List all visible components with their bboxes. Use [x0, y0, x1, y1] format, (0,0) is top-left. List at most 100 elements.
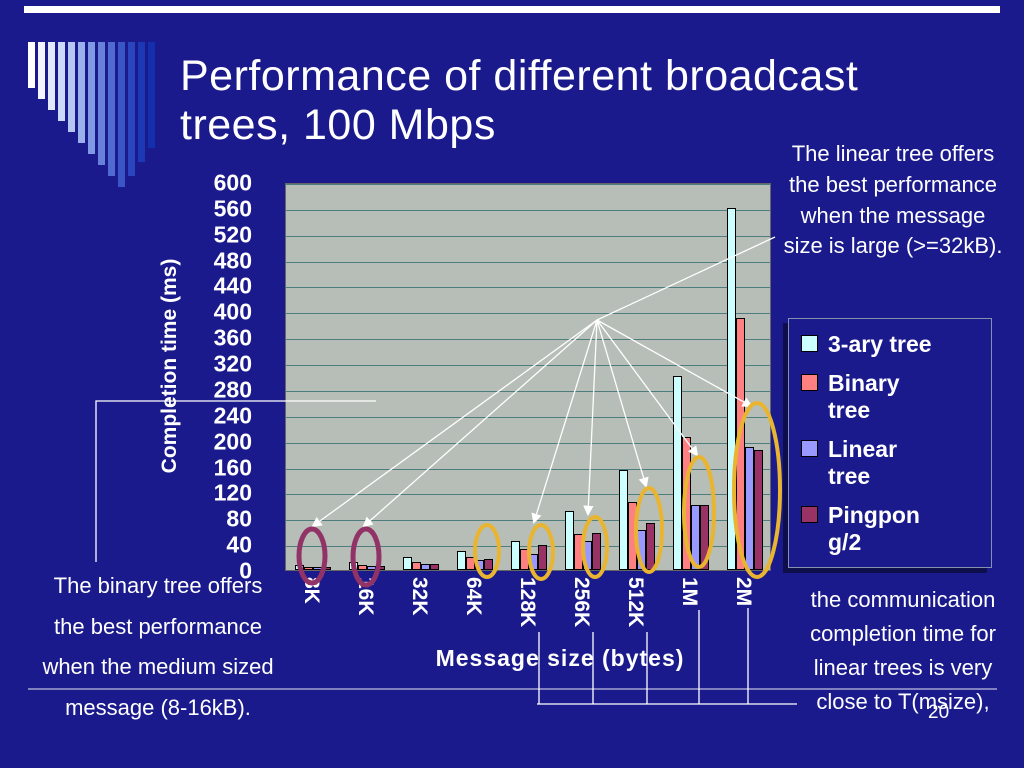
logo-bar	[138, 42, 145, 162]
bar-pingpong-2-512k	[646, 523, 655, 570]
bar-pingpong-2-8k	[322, 567, 331, 570]
y-tick-label: 80	[226, 505, 252, 532]
bar-3-ary-tree-16k	[349, 562, 358, 570]
legend-label: 3-ary tree	[828, 331, 932, 357]
gridline	[286, 390, 770, 392]
y-tick-label: 560	[213, 195, 252, 222]
plot-area	[285, 183, 771, 571]
y-tick-label: 160	[213, 454, 252, 481]
y-tick-label: 400	[213, 298, 252, 325]
gridline	[286, 494, 770, 496]
x-tick-label-64k: 64K	[462, 577, 485, 616]
gridline	[286, 261, 770, 263]
bar-pingpong-2-2m	[754, 450, 763, 570]
bar-linear-tree-256k	[583, 540, 592, 570]
logo-bar	[78, 42, 85, 143]
annotation-top-right: The linear tree offers the best performa…	[783, 141, 1003, 259]
bar-binary-tree-32k	[412, 561, 421, 570]
logo-bar	[48, 42, 55, 110]
gridline	[286, 209, 770, 211]
y-tick-label: 40	[226, 531, 252, 558]
bar-binary-tree-64k	[466, 557, 475, 570]
gridline	[286, 287, 770, 289]
legend-label: Binary tree	[828, 370, 900, 423]
top-rule	[24, 6, 1000, 13]
logo-bar	[38, 42, 45, 99]
bar-3-ary-tree-1m	[673, 376, 682, 570]
logo-bar	[108, 42, 115, 176]
logo-bar	[58, 42, 65, 121]
bar-pingpong-2-256k	[592, 532, 601, 570]
legend-item-3-ary-tree: 3-ary tree	[801, 331, 991, 357]
annotation-bottom-left: The binary tree offers the best performa…	[42, 573, 274, 721]
bar-linear-tree-128k	[529, 553, 538, 570]
logo-bar	[98, 42, 105, 165]
bar-binary-tree-8k	[304, 566, 313, 570]
gridline	[286, 339, 770, 341]
bar-pingpong-2-1m	[700, 505, 709, 570]
legend-swatch-pingpong-2	[801, 506, 818, 524]
bar-binary-tree-128k	[520, 549, 529, 570]
bar-pingpong-2-32k	[430, 563, 439, 570]
gridline	[286, 184, 770, 185]
legend-item-linear-tree: Linear tree	[801, 436, 991, 489]
vertical-bars-logo	[28, 42, 155, 187]
bar-linear-tree-2m	[745, 447, 754, 570]
bar-linear-tree-8k	[313, 567, 322, 570]
x-tick-label-512k: 512K	[624, 577, 647, 628]
logo-bar	[88, 42, 95, 154]
legend-label: Linear tree	[828, 436, 898, 489]
gridline	[286, 365, 770, 367]
y-tick-label: 480	[213, 247, 252, 274]
gridline	[286, 313, 770, 315]
bar-binary-tree-512k	[628, 502, 637, 570]
bar-linear-tree-512k	[637, 529, 646, 570]
y-tick-label: 240	[213, 402, 252, 429]
bar-pingpong-2-64k	[484, 559, 493, 570]
bar-linear-tree-64k	[475, 560, 484, 570]
bar-3-ary-tree-512k	[619, 469, 628, 570]
legend-item-pingpong-2: Pingpon g/2	[801, 502, 991, 555]
y-tick-label: 280	[213, 376, 252, 403]
logo-bar	[28, 42, 35, 88]
bar-binary-tree-2m	[736, 317, 745, 570]
logo-bar	[68, 42, 75, 132]
bar-3-ary-tree-32k	[403, 557, 412, 570]
bar-3-ary-tree-256k	[565, 510, 574, 570]
y-tick-label: 600	[213, 169, 252, 196]
gridline	[286, 235, 770, 237]
bar-3-ary-tree-8k	[295, 564, 304, 570]
y-tick-label: 120	[213, 479, 252, 506]
legend-swatch-3-ary-tree	[801, 335, 818, 352]
bar-binary-tree-1m	[682, 437, 691, 570]
bar-linear-tree-32k	[421, 563, 430, 570]
bar-3-ary-tree-2m	[727, 207, 736, 570]
y-tick-label: 200	[213, 428, 252, 455]
x-tick-label-8k: 8K	[300, 577, 323, 604]
x-tick-label-1m: 1M	[678, 577, 701, 607]
page-number: 20	[928, 702, 950, 723]
gridline	[286, 468, 770, 470]
bar-3-ary-tree-64k	[457, 550, 466, 570]
x-axis-title: Message size (bytes)	[435, 645, 685, 671]
logo-bar	[128, 42, 135, 176]
bar-linear-tree-1m	[691, 505, 700, 570]
bar-binary-tree-16k	[358, 564, 367, 570]
legend-label: Pingpon g/2	[828, 502, 920, 555]
y-axis-title: Completion time (ms)	[158, 258, 181, 474]
bar-binary-tree-256k	[574, 534, 583, 570]
gridline	[286, 442, 770, 444]
y-tick-label: 320	[213, 350, 252, 377]
page-title: Performance of different broadcast trees…	[180, 52, 859, 150]
x-tick-label-128k: 128K	[516, 577, 539, 628]
bar-linear-tree-16k	[367, 566, 376, 570]
annotation-bottom-right: the communication completion time for li…	[810, 587, 996, 715]
bar-pingpong-2-16k	[376, 566, 385, 570]
legend-swatch-linear-tree	[801, 440, 818, 458]
legend: 3-ary tree Binary tree Linear tree Pingpon …	[788, 318, 992, 569]
logo-bar	[118, 42, 125, 187]
bar-pingpong-2-128k	[538, 545, 547, 570]
x-tick-label-16k: 16K	[354, 577, 377, 616]
x-tick-label-32k: 32K	[408, 577, 431, 616]
